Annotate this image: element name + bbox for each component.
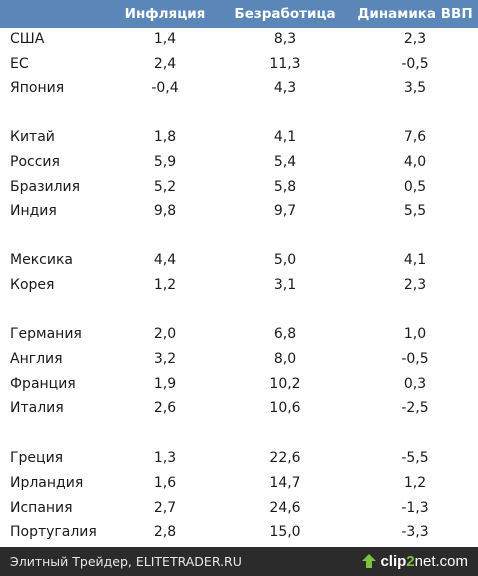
unemployment-value: 4,1 <box>273 129 297 145</box>
unemployment-value: 6,8 <box>273 326 297 342</box>
unemployment-value: 15,0 <box>269 524 301 540</box>
table-row: Франция 1,9 10,2 0,3 <box>0 372 478 396</box>
logo-text-clip: clip <box>380 553 407 570</box>
gdp-value: 0,5 <box>403 178 427 195</box>
gdp-value: -5,5 <box>401 450 429 466</box>
unemployment-value: 22,6 <box>269 450 301 466</box>
table-row: Англия 3,2 8,0 -0,5 <box>0 347 478 371</box>
inflation-value: 2,7 <box>153 499 177 516</box>
inflation-value: 5,2 <box>153 178 177 195</box>
country-name: США <box>10 31 45 47</box>
gdp-value: 2,3 <box>403 277 427 293</box>
gdp-value: 4,1 <box>403 252 427 268</box>
column-header-inflation: Инфляция <box>124 6 206 22</box>
unemployment-value: 5,0 <box>273 252 297 268</box>
unemployment-value: 3,1 <box>273 277 297 293</box>
unemployment-value: 10,6 <box>269 400 301 416</box>
unemployment-value: 24,6 <box>269 499 301 516</box>
unemployment-value: 8,0 <box>273 351 297 367</box>
table-row: Греция 1,3 22,6 -5,5 <box>0 446 478 470</box>
table-header: Инфляция Безработица Динамика ВВП <box>0 0 478 28</box>
country-name: Индия <box>10 203 57 219</box>
table-row: Россия 5,9 5,4 4,0 <box>0 150 478 174</box>
table-row: США 1,4 8,3 2,3 <box>0 27 478 51</box>
gdp-value: 1,0 <box>403 326 427 342</box>
gdp-value: -0,5 <box>401 351 429 367</box>
table-row: Ирландия 1,6 14,7 1,2 <box>0 471 478 495</box>
inflation-value: 1,9 <box>153 375 177 392</box>
country-name: Греция <box>10 450 64 466</box>
gdp-value: 7,6 <box>403 129 427 145</box>
gdp-value: 5,5 <box>403 203 427 219</box>
gdp-value: -2,5 <box>401 400 429 416</box>
arrow-up-icon <box>362 554 377 569</box>
country-name: Германия <box>10 326 82 342</box>
inflation-value: 3,2 <box>153 351 177 367</box>
logo-text-2: 2 <box>406 553 415 570</box>
unemployment-value: 5,4 <box>273 154 297 170</box>
table-row: ЕС 2,4 11,3 -0,5 <box>0 52 478 76</box>
unemployment-value: 11,3 <box>269 55 301 72</box>
table-row: Индия 9,8 9,7 5,5 <box>0 199 478 223</box>
gdp-value: 4,0 <box>403 154 427 170</box>
country-name: Испания <box>10 499 73 516</box>
country-name: Бразилия <box>10 178 81 195</box>
gdp-value: 1,2 <box>403 475 427 491</box>
gdp-value: 3,5 <box>403 80 427 96</box>
gdp-value: -0,5 <box>401 55 429 72</box>
economic-indicators-table: Инфляция Безработица Динамика ВВП США 1,… <box>0 0 478 544</box>
country-name: Ирландия <box>10 475 84 491</box>
inflation-value: 2,6 <box>153 400 177 416</box>
inflation-value: 1,8 <box>153 129 177 145</box>
unemployment-value: 5,8 <box>273 178 297 195</box>
inflation-value: 2,4 <box>153 55 177 72</box>
table-row: Япония -0,4 4,3 3,5 <box>0 76 478 100</box>
inflation-value: 1,2 <box>153 277 177 293</box>
inflation-value: 2,0 <box>153 326 177 342</box>
table-row: Китай 1,8 4,1 7,6 <box>0 125 478 149</box>
gdp-value: -3,3 <box>401 524 429 540</box>
inflation-value: -0,4 <box>151 80 179 96</box>
column-header-unemployment: Безработица <box>234 6 336 22</box>
country-name: Корея <box>10 277 55 293</box>
unemployment-value: 8,3 <box>273 31 297 47</box>
country-name: Россия <box>10 154 60 170</box>
gdp-value: 0,3 <box>403 375 427 392</box>
unemployment-value: 9,7 <box>273 203 297 219</box>
country-name: Мексика <box>10 252 73 268</box>
column-header-gdp: Динамика ВВП <box>357 6 473 22</box>
inflation-value: 2,8 <box>153 524 177 540</box>
logo-text-net: net.com <box>414 553 468 570</box>
country-name: Англия <box>10 351 63 367</box>
inflation-value: 9,8 <box>153 203 177 219</box>
country-name: Китай <box>10 129 55 145</box>
inflation-value: 1,4 <box>153 31 177 47</box>
table-row: Испания 2,7 24,6 -1,3 <box>0 496 478 520</box>
country-name: Франция <box>10 375 76 392</box>
country-name: Португалия <box>10 524 97 540</box>
footer-caption: Элитный Трейдер, ELITETRADER.RU <box>10 554 242 569</box>
inflation-value: 4,4 <box>153 252 177 268</box>
table-row: Мексика 4,4 5,0 4,1 <box>0 248 478 272</box>
country-name: Япония <box>10 80 65 96</box>
inflation-value: 5,9 <box>153 154 177 170</box>
country-name: Италия <box>10 400 64 416</box>
inflation-value: 1,6 <box>153 475 177 491</box>
gdp-value: 2,3 <box>403 31 427 47</box>
table-row: Корея 1,2 3,1 2,3 <box>0 273 478 297</box>
inflation-value: 1,3 <box>153 450 177 466</box>
country-name: ЕС <box>10 55 29 72</box>
unemployment-value: 4,3 <box>273 80 297 96</box>
table-row: Германия 2,0 6,8 1,0 <box>0 322 478 346</box>
table-row: Португалия 2,8 15,0 -3,3 <box>0 520 478 544</box>
footer-bar: Элитный Трейдер, ELITETRADER.RU clip2net… <box>0 547 478 576</box>
clip2net-logo: clip2net.com <box>361 547 468 576</box>
unemployment-value: 10,2 <box>269 375 301 392</box>
table-row: Бразилия 5,2 5,8 0,5 <box>0 175 478 199</box>
gdp-value: -1,3 <box>401 499 429 516</box>
unemployment-value: 14,7 <box>269 475 301 491</box>
table-row: Италия 2,6 10,6 -2,5 <box>0 396 478 420</box>
